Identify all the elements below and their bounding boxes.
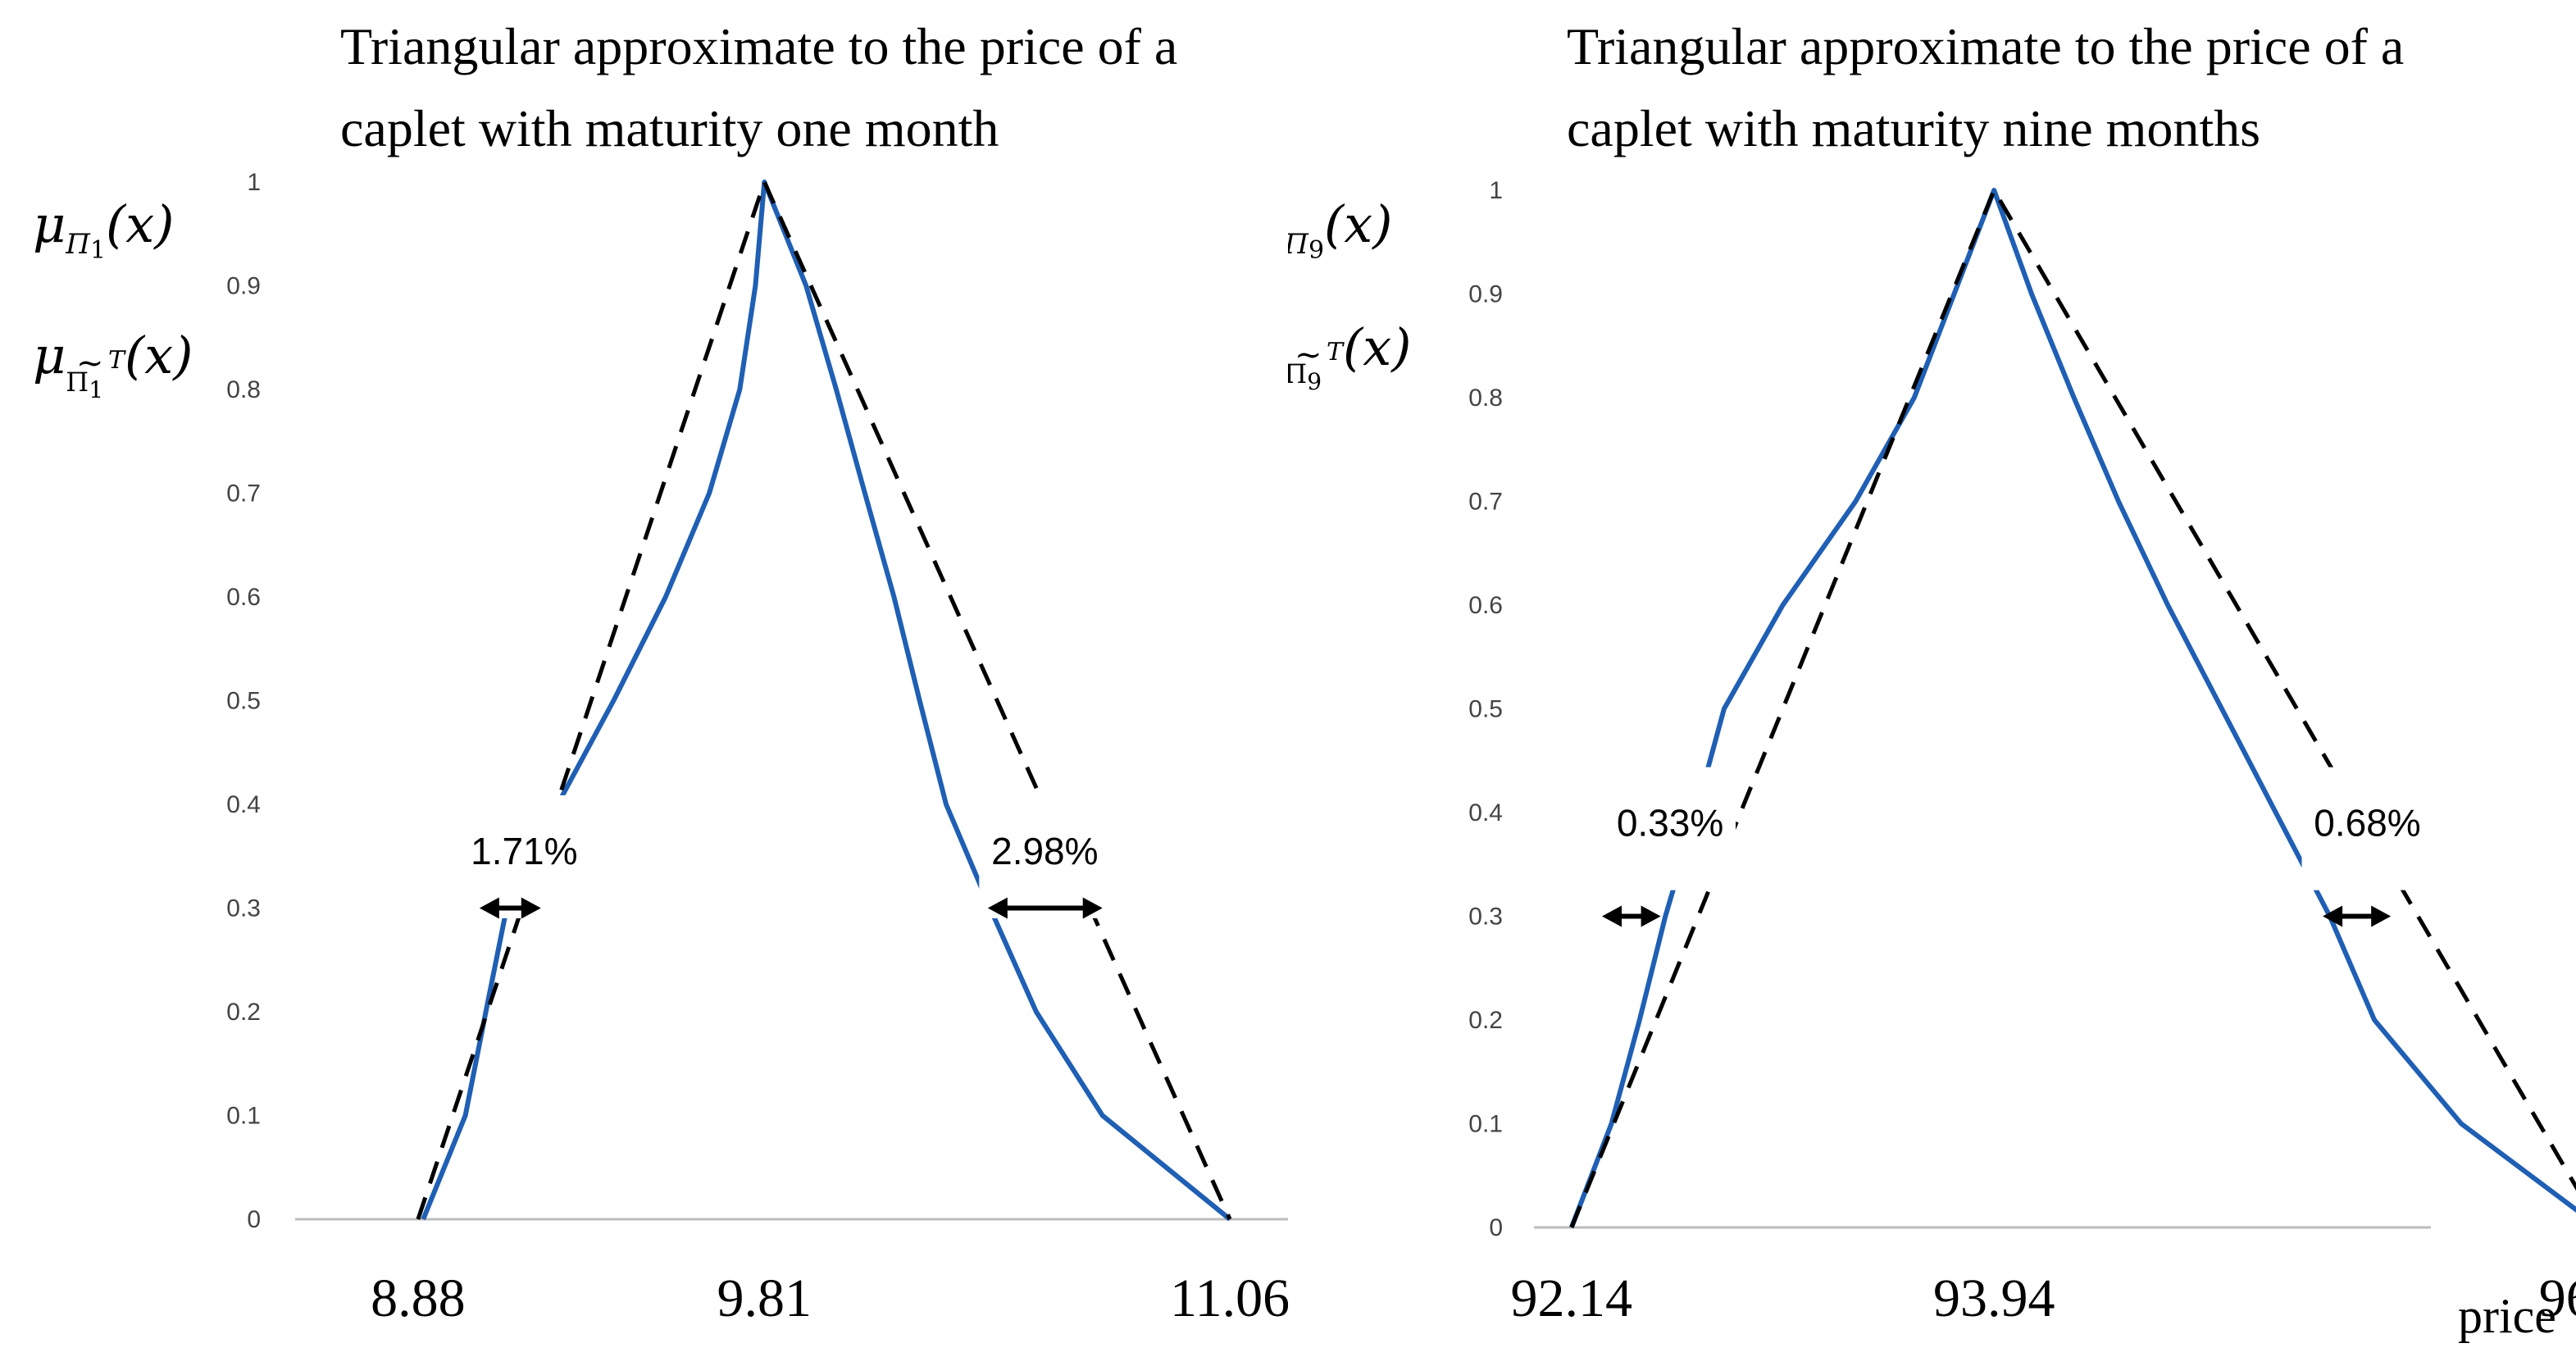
- series-group: [1569, 188, 2576, 1229]
- y-axis-label-triangular: μΠ9T(x): [1288, 317, 1411, 395]
- y-axis-label-membership: μΠ1(x): [33, 194, 174, 265]
- x-axis-ticks: 92.14 93.94 96.52: [1511, 1268, 2576, 1328]
- arrow-head-left: [2323, 905, 2343, 927]
- label-backdrop: [1604, 767, 1736, 890]
- y-tick-label: 0.4: [1468, 799, 1503, 826]
- y-tick-label: 0: [1489, 1214, 1503, 1241]
- y-axis-ticks: 0 0.1 0.2 0.3 0.4 0.5 0.6 0.7 0.8 0.9 1: [1468, 177, 1503, 1241]
- membership-curve: [1569, 188, 2576, 1229]
- percentage-label: 2.98%: [991, 830, 1098, 872]
- y-axis-label-triangular: μΠ1T(x): [33, 326, 193, 403]
- y-tick-label: 0.9: [1468, 281, 1503, 308]
- chart-one-month: Triangular approximate to the price of a…: [33, 17, 1288, 1328]
- chart-title-line-2: caplet with maturity one month: [340, 99, 999, 157]
- x-tick-label: 92.14: [1511, 1268, 1633, 1328]
- y-tick-label: 0.8: [1468, 385, 1503, 412]
- percentage-label: 0.33%: [1617, 802, 1723, 845]
- y-tick-label: 0.1: [1468, 1111, 1503, 1138]
- y-axis-label-membership: μΠ9(x): [1288, 194, 1392, 265]
- y-tick-label: 1: [1489, 177, 1503, 204]
- dashed-triangle-line: [416, 180, 1232, 1221]
- y-tick-label: 0.1: [226, 1103, 261, 1130]
- y-tick-label: 0.6: [226, 584, 261, 611]
- percentage-label: 1.71%: [471, 830, 577, 872]
- arrow-head-left: [987, 897, 1008, 919]
- y-tick-label: 0.9: [226, 273, 261, 300]
- tilde-mark: ~: [76, 344, 104, 382]
- y-tick-label: 0.3: [1468, 904, 1503, 931]
- x-axis-ticks: 8.88 9.81 11.06: [371, 1268, 1288, 1328]
- annotations: 1.71% 2.98%: [458, 795, 1111, 919]
- arrow-head-right: [521, 897, 541, 919]
- x-axis-label: price: [2458, 1289, 2556, 1343]
- membership-curve: [421, 180, 1231, 1222]
- y-tick-label: 0.6: [1468, 592, 1503, 619]
- percentage-label: 0.68%: [2314, 802, 2420, 845]
- y-tick-label: 0.7: [226, 480, 261, 508]
- chart-panel-nine-months: Triangular approximate to the price of a…: [1288, 0, 2576, 1366]
- chart-panel-one-month: Triangular approximate to the price of a…: [33, 17, 1288, 1328]
- chart-title-line-1: Triangular approximate to the price of a: [340, 17, 1177, 75]
- y-axis-label: μΠ9(x) μΠ9T(x) ~: [1288, 194, 1411, 395]
- x-tick-label: 93.94: [1933, 1268, 2055, 1328]
- label-backdrop: [979, 795, 1111, 918]
- y-tick-label: 0.5: [226, 688, 261, 715]
- chart-nine-months: Triangular approximate to the price of a…: [1288, 17, 2576, 1343]
- y-tick-label: 0.5: [1468, 696, 1503, 723]
- arrow-head-right: [1082, 897, 1103, 919]
- label-backdrop: [458, 795, 590, 918]
- y-tick-label: 0.4: [226, 791, 261, 818]
- y-tick-label: 0.8: [226, 376, 261, 403]
- arrow-head-left: [1601, 905, 1622, 927]
- arrow-head-right: [2371, 905, 2392, 927]
- y-tick-label: 0: [247, 1206, 261, 1233]
- y-tick-label: 0.2: [226, 999, 261, 1026]
- y-tick-label: 0.2: [1468, 1007, 1503, 1034]
- chart-title-line-1: Triangular approximate to the price of a: [1567, 17, 2404, 75]
- annotations: 0.33% 0.68%: [1601, 767, 2433, 927]
- y-tick-label: 1: [247, 169, 261, 196]
- x-tick-label: 8.88: [371, 1268, 466, 1328]
- series-group: [416, 180, 1232, 1222]
- arrow-head-right: [1641, 905, 1661, 927]
- y-tick-label: 0.7: [1468, 489, 1503, 516]
- x-tick-label: 11.06: [1170, 1268, 1288, 1328]
- x-tick-label: 9.81: [717, 1268, 812, 1328]
- tilde-mark: ~: [1295, 336, 1322, 374]
- y-axis-label: μΠ1(x) μΠ1T(x) ~: [33, 194, 193, 403]
- x-tick-label: 96.52: [2539, 1268, 2576, 1328]
- y-tick-label: 0.3: [226, 895, 261, 922]
- label-backdrop: [2301, 767, 2433, 890]
- arrow-head-left: [479, 897, 499, 919]
- y-axis-ticks: 0 0.1 0.2 0.3 0.4 0.5 0.6 0.7 0.8 0.9 1: [226, 169, 261, 1233]
- chart-title-line-2: caplet with maturity nine months: [1567, 99, 2260, 157]
